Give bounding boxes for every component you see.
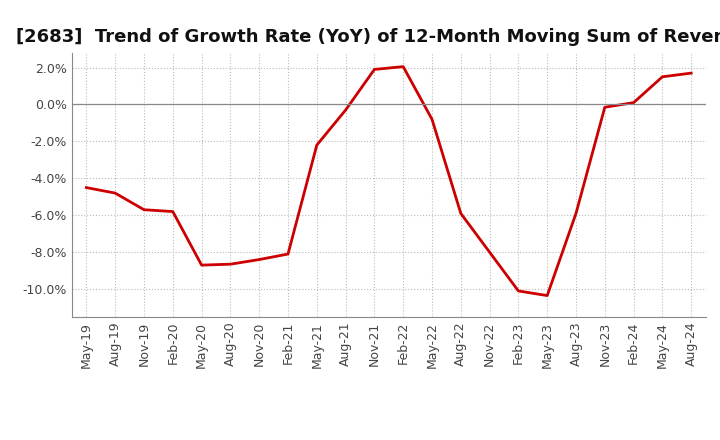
Title: [2683]  Trend of Growth Rate (YoY) of 12-Month Moving Sum of Revenues: [2683] Trend of Growth Rate (YoY) of 12-… bbox=[16, 28, 720, 46]
